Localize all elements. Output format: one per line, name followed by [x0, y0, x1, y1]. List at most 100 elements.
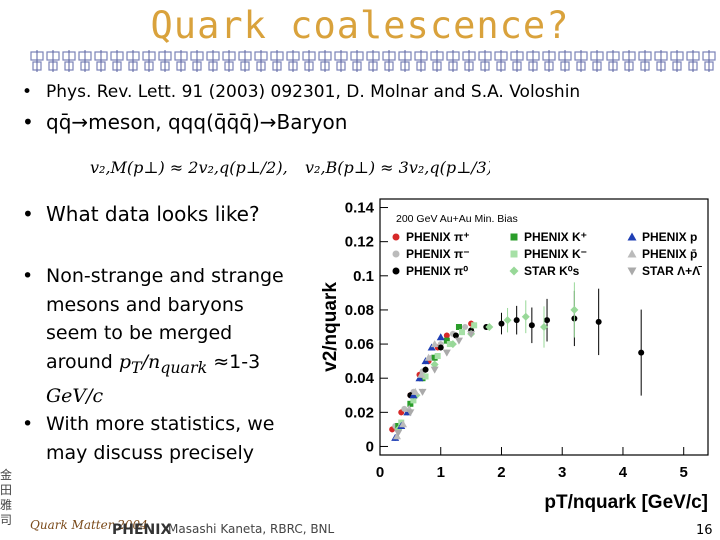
- data-point: [401, 405, 408, 412]
- x-tick-label: 3: [558, 464, 566, 481]
- pattern-glyph: [62, 50, 76, 72]
- merge-line-3: seem to be merged: [46, 322, 233, 344]
- pattern-glyph: [366, 50, 380, 72]
- y-tick-label: 0.12: [345, 234, 374, 251]
- slide-title: Quark coalescence?: [150, 4, 570, 47]
- bullet-statistics: • With more statistics, we may discuss pr…: [22, 410, 322, 467]
- x-tick-label: 2: [497, 464, 505, 481]
- pattern-glyph: [126, 50, 140, 72]
- data-point: [417, 370, 426, 378]
- data-point: [443, 337, 450, 344]
- data-point: [430, 366, 439, 374]
- pt-over-nquark: pT/nquark: [118, 350, 208, 377]
- data-point: [462, 324, 469, 330]
- pattern-glyph: [606, 50, 620, 72]
- svg-text:PHENIX K⁺: PHENIX K⁺: [524, 230, 587, 244]
- y-tick-label: 0.08: [345, 302, 374, 319]
- pattern-glyph: [158, 50, 172, 72]
- data-point: [638, 309, 645, 396]
- bullet-merge: • Non-strange and strange mesons and bary…: [22, 262, 322, 410]
- data-point: [436, 333, 445, 341]
- svg-text:PHENIX π⁰: PHENIX π⁰: [406, 264, 468, 278]
- pattern-glyph: [478, 50, 492, 72]
- y-tick-label: 0.1: [353, 268, 374, 285]
- pattern-glyph: [142, 50, 156, 72]
- conference-label: Quark Matter 2004: [30, 518, 148, 532]
- pattern-glyph: [446, 50, 460, 72]
- pattern-glyph: [286, 50, 300, 72]
- data-point: [459, 329, 465, 336]
- pattern-glyph: [526, 50, 540, 72]
- data-point: [528, 307, 535, 344]
- data-point: [394, 429, 403, 437]
- data-point: [595, 288, 602, 356]
- pattern-glyph: [270, 50, 284, 72]
- pattern-glyph: [542, 50, 556, 72]
- stats-line-2: may discuss precisely: [46, 441, 254, 464]
- svg-text:PHENIX π⁺: PHENIX π⁺: [406, 230, 470, 244]
- svg-text:PHENIX p: PHENIX p: [642, 230, 697, 244]
- bullet-dot: •: [22, 110, 34, 134]
- x-axis-label: pT/nquark [GeV/c]: [544, 492, 708, 513]
- svg-text:STAR Λ+Λ̄: STAR Λ+Λ̄: [642, 264, 702, 278]
- pattern-glyph: [222, 50, 236, 72]
- pattern-glyph: [206, 50, 220, 72]
- y-tick-label: 0.02: [345, 404, 374, 421]
- data-point: [399, 420, 408, 428]
- merge-line-2: mesons and baryons: [46, 293, 244, 316]
- x-tick-label: 0: [376, 464, 384, 481]
- data-point: [467, 330, 476, 338]
- pattern-glyph: [174, 50, 188, 72]
- pattern-glyph: [254, 50, 268, 72]
- scaling-formula: v₂,M(p⊥) ≈ 2v₂,q(p⊥/2), v₂,B(p⊥) ≈ 3v₂,q…: [90, 158, 490, 177]
- pattern-glyph: [382, 50, 396, 72]
- pattern-glyph: [318, 50, 332, 72]
- chart-annotation: 200 GeV Au+Au Min. Bias: [396, 213, 518, 225]
- data-point: [452, 332, 459, 339]
- legend-entry: STAR Λ+Λ̄: [627, 264, 702, 278]
- legend-entry: PHENIX p: [627, 230, 697, 244]
- data-point: [448, 340, 457, 349]
- merge-line-1: Non-strange and strange: [46, 265, 284, 287]
- data-point: [498, 312, 505, 335]
- x-tick-label: 4: [619, 464, 628, 481]
- bullet-dot: •: [22, 82, 33, 102]
- bullet-coalescence: • qq̄→meson, qqq(q̄q̄q̄)→Baryon: [22, 110, 347, 134]
- data-point: [442, 349, 451, 357]
- legend-entry: PHENIX p̄: [627, 247, 697, 261]
- pattern-glyph: [398, 50, 412, 72]
- data-point: [431, 354, 438, 361]
- stats-line-1: With more statistics, we: [46, 413, 275, 435]
- merge-around: around: [46, 350, 113, 373]
- data-point: [455, 324, 462, 330]
- coalescence-text: qq̄→meson, qqq(q̄q̄q̄)→Baryon: [46, 110, 348, 134]
- data-point: [437, 344, 444, 351]
- pattern-glyph: [494, 50, 508, 72]
- bullet-dot: •: [22, 413, 34, 435]
- x-tick-label: 1: [437, 464, 445, 481]
- reference-text: Phys. Rev. Lett. 91 (2003) 092301, D. Mo…: [46, 82, 581, 102]
- plot-frame: [379, 198, 709, 456]
- pattern-glyph: [238, 50, 252, 72]
- pattern-glyph: [334, 50, 348, 72]
- data-point: [570, 282, 579, 338]
- svg-text:PHENIX π⁻: PHENIX π⁻: [406, 247, 470, 261]
- data-point: [422, 366, 429, 373]
- data-point: [407, 400, 414, 407]
- pattern-glyph: [574, 50, 588, 72]
- pattern-glyph: [558, 50, 572, 72]
- data-point: [410, 397, 417, 404]
- pattern-glyph: [350, 50, 364, 72]
- v2-scaling-chart: 0 0.02 0.04 0.06 0.08 0.1 0.12 0.14 0 1 2 3 4 5 v2/nqu…: [320, 198, 709, 513]
- seal-stamp: 金田雅司: [0, 468, 13, 527]
- legend-entry: STAR K⁰s: [509, 264, 580, 278]
- data-point: [443, 332, 450, 339]
- svg-text:PHENIX p̄: PHENIX p̄: [642, 247, 697, 261]
- data-point: [430, 360, 439, 369]
- pattern-glyph: [702, 50, 716, 72]
- pattern-glyph: [462, 50, 476, 72]
- pattern-glyph: [654, 50, 668, 72]
- data-point: [422, 373, 429, 380]
- baryon-formula: v₂,B(p⊥) ≈ 3v₂,q(p⊥/3): [305, 158, 490, 177]
- pattern-glyph: [590, 50, 604, 72]
